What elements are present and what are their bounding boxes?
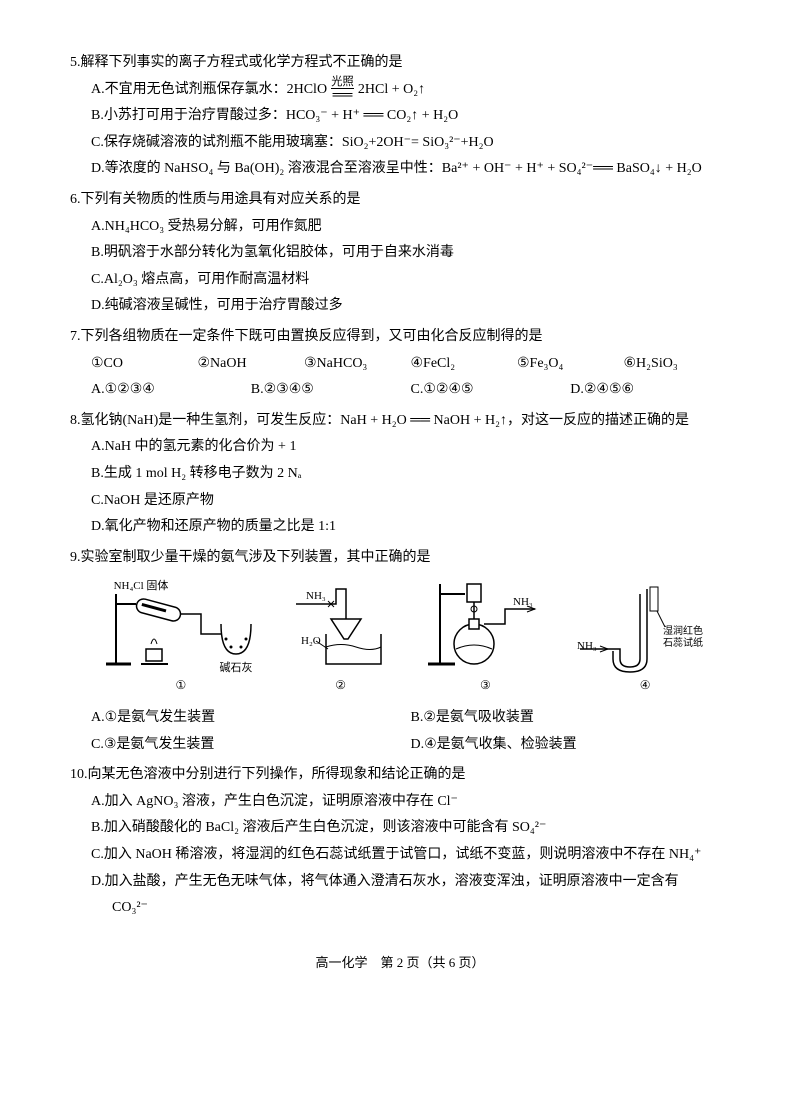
diagram-2: NH₃ H₂O ② xyxy=(286,579,396,697)
q7-items: ①CO ②NaOH ③NaHCO₃ ④FeCl₂ ⑤Fe₃O₄ ⑥H₂SiO₃ xyxy=(70,351,730,378)
q6-opt-a: A.NH₄HCO₃ 受热易分解，可用作氮肥 xyxy=(70,214,730,241)
svg-text:H₂O: H₂O xyxy=(301,635,321,647)
apparatus-4-icon: NH₃ 湿润红色 石蕊试纸 xyxy=(575,579,715,674)
q5-opt-b: B.小苏打可用于治疗胃酸过多：HCO₃⁻ + H⁺ ══ CO₂↑ + H₂O xyxy=(70,103,730,130)
svg-text:NH₃: NH₃ xyxy=(513,596,533,608)
q6-opt-b: B.明矾溶于水部分转化为氢氧化铝胶体，可用于自来水消毒 xyxy=(70,240,730,267)
condition-text: 光照 xyxy=(331,77,355,88)
diagram-3-label: ③ xyxy=(425,674,545,697)
q9-opt-b: B.②是氨气吸收装置 xyxy=(411,705,731,732)
q5-opt-c: C.保存烧碱溶液的试剂瓶不能用玻璃塞：SiO₂+2OH⁻= SiO₃²⁻+H₂O xyxy=(70,130,730,157)
q7-item-1: ①CO xyxy=(91,351,198,378)
q8-opt-c: C.NaOH 是还原产物 xyxy=(70,488,730,515)
q9-opt-d: D.④是氨气收集、检验装置 xyxy=(411,732,731,759)
q8-opt-a: A.NaH 中的氢元素的化合价为 + 1 xyxy=(70,434,730,461)
q7-opt-c: C.①②④⑤ xyxy=(411,377,571,404)
diagram-1: NH₄Cl 固体 xyxy=(106,579,256,697)
diagram-1-label: ① xyxy=(106,674,256,697)
question-7: 7.下列各组物质在一定条件下既可由置换反应得到，又可由化合反应制得的是 ①CO … xyxy=(70,324,730,404)
q10-opt-d: D.加入盐酸，产生无色无味气体，将气体通入澄清石灰水，溶液变浑浊，证明原溶液中一… xyxy=(70,869,730,896)
q9-opt-a: A.①是氨气发生装置 xyxy=(91,705,411,732)
q10-opt-a: A.加入 AgNO₃ 溶液，产生白色沉淀，证明原溶液中存在 Cl⁻ xyxy=(70,789,730,816)
q7-opt-d: D.②④⑤⑥ xyxy=(570,377,730,404)
svg-text:NH₃: NH₃ xyxy=(306,590,326,602)
diagram-2-label: ② xyxy=(286,674,396,697)
q10-opt-c: C.加入 NaOH 稀溶液，将湿润的红色石蕊试纸置于试管口，试纸不变蓝，则说明溶… xyxy=(70,842,730,869)
svg-text:石蕊试纸: 石蕊试纸 xyxy=(663,636,703,649)
q10-opt-d-cont: CO₃²⁻ xyxy=(70,895,730,922)
svg-text:NH₃: NH₃ xyxy=(577,640,597,652)
q7-opt-a: A.①②③④ xyxy=(91,377,251,404)
q8-stem: 8.氢化钠(NaH)是一种生氢剂，可发生反应：NaH + H₂O ══ NaOH… xyxy=(70,408,730,435)
q7-item-2: ②NaOH xyxy=(198,351,305,378)
q7-opt-b: B.②③④⑤ xyxy=(251,377,411,404)
q5-a-head: A.不宜用无色试剂瓶保存氯水：2HClO xyxy=(91,82,327,97)
q7-item-6: ⑥H₂SiO₃ xyxy=(624,351,731,378)
svg-text:湿润红色: 湿润红色 xyxy=(663,624,703,637)
diagram-4: NH₃ 湿润红色 石蕊试纸 ④ xyxy=(575,579,715,697)
q6-stem: 6.下列有关物质的性质与用途具有对应关系的是 xyxy=(70,187,730,214)
q7-stem: 7.下列各组物质在一定条件下既可由置换反应得到，又可由化合反应制得的是 xyxy=(70,324,730,351)
q7-options: A.①②③④ B.②③④⑤ C.①②④⑤ D.②④⑤⑥ xyxy=(70,377,730,404)
svg-text:NH₄Cl 固体: NH₄Cl 固体 xyxy=(113,579,168,592)
q9-opt-c: C.③是氨气发生装置 xyxy=(91,732,411,759)
question-6: 6.下列有关物质的性质与用途具有对应关系的是 A.NH₄HCO₃ 受热易分解，可… xyxy=(70,187,730,320)
q5-opt-a: A.不宜用无色试剂瓶保存氯水：2HClO 光照 ══ 2HCl + O₂↑ xyxy=(70,77,730,104)
q7-item-3: ③NaHCO₃ xyxy=(304,351,411,378)
q7-item-5: ⑤Fe₃O₄ xyxy=(517,351,624,378)
q7-item-4: ④FeCl₂ xyxy=(411,351,518,378)
q5-stem: 5.解释下列事实的离子方程式或化学方程式不正确的是 xyxy=(70,50,730,77)
q6-opt-d: D.纯碱溶液呈碱性，可用于治疗胃酸过多 xyxy=(70,293,730,320)
q10-opt-b: B.加入硝酸酸化的 BaCl₂ 溶液后产生白色沉淀，则该溶液中可能含有 SO₄²… xyxy=(70,815,730,842)
q10-stem: 10.向某无色溶液中分别进行下列操作，所得现象和结论正确的是 xyxy=(70,762,730,789)
q5-opt-d: D.等浓度的 NaHSO₄ 与 Ba(OH)₂ 溶液混合至溶液呈中性：Ba²⁺ … xyxy=(70,156,730,183)
question-5: 5.解释下列事实的离子方程式或化学方程式不正确的是 A.不宜用无色试剂瓶保存氯水… xyxy=(70,50,730,183)
apparatus-2-icon: NH₃ H₂O xyxy=(286,579,396,674)
apparatus-3-icon: NH₃ xyxy=(425,579,545,674)
diagram-3: NH₃ ③ xyxy=(425,579,545,697)
q6-opt-c: C.Al₂O₃ 熔点高，可用作耐高温材料 xyxy=(70,267,730,294)
q9-options-row2: C.③是氨气发生装置 D.④是氨气收集、检验装置 xyxy=(70,732,730,759)
q8-opt-b: B.生成 1 mol H₂ 转移电子数为 2 Nₐ xyxy=(70,461,730,488)
svg-text:碱石灰: 碱石灰 xyxy=(219,660,252,674)
q8-opt-d: D.氧化产物和还原产物的质量之比是 1:1 xyxy=(70,514,730,541)
apparatus-1-icon: NH₄Cl 固体 xyxy=(106,579,256,674)
reaction-condition: 光照 ══ xyxy=(331,77,355,103)
question-9: 9.实验室制取少量干燥的氨气涉及下列装置，其中正确的是 NH₄Cl 固体 xyxy=(70,545,730,759)
question-8: 8.氢化钠(NaH)是一种生氢剂，可发生反应：NaH + H₂O ══ NaOH… xyxy=(70,408,730,541)
q5-a-tail: 2HCl + O₂↑ xyxy=(358,82,425,97)
page-footer: 高一化学 第 2 页（共 6 页） xyxy=(70,952,730,971)
q9-stem: 9.实验室制取少量干燥的氨气涉及下列装置，其中正确的是 xyxy=(70,545,730,572)
question-10: 10.向某无色溶液中分别进行下列操作，所得现象和结论正确的是 A.加入 AgNO… xyxy=(70,762,730,922)
q9-options-row1: A.①是氨气发生装置 B.②是氨气吸收装置 xyxy=(70,705,730,732)
diagram-4-label: ④ xyxy=(575,674,715,697)
q9-diagrams: NH₄Cl 固体 xyxy=(70,579,730,697)
